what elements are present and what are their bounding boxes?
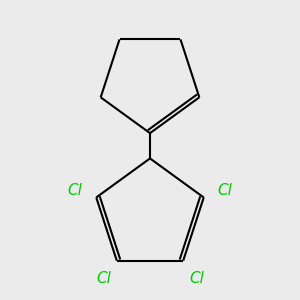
Text: Cl: Cl (189, 272, 204, 286)
Text: Cl: Cl (67, 183, 82, 198)
Text: Cl: Cl (96, 272, 111, 286)
Text: Cl: Cl (218, 183, 233, 198)
